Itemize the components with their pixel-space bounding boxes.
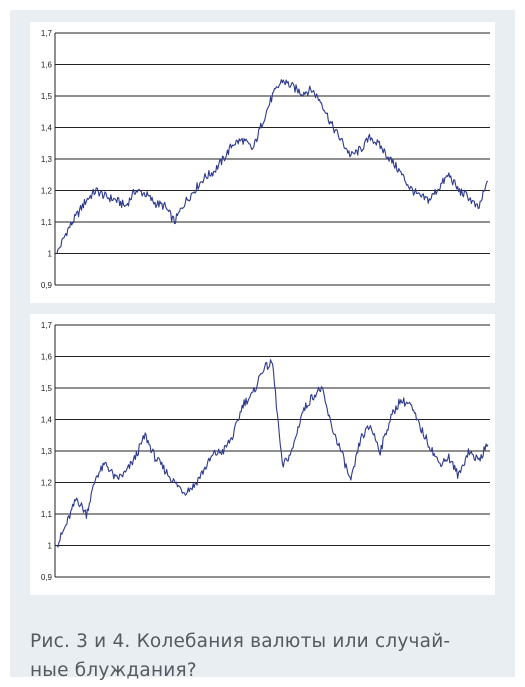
y-tick-label: 1,2 bbox=[41, 479, 53, 488]
y-tick-label: 1,1 bbox=[41, 218, 53, 227]
y-tick-label: 1,7 bbox=[41, 321, 53, 330]
y-tick-label: 0,9 bbox=[41, 573, 53, 582]
chart-3-svg: 0,9 1 1,1 1,2 1,3 1,4 1,5 1,6 1,7 bbox=[41, 29, 490, 290]
y-tick-label: 0,9 bbox=[41, 281, 53, 290]
chart-4: 0,9 1 1,1 1,2 1,3 1,4 1,5 1,6 1,7 bbox=[30, 314, 495, 595]
series-line bbox=[56, 359, 489, 548]
y-tick-label: 1,5 bbox=[41, 384, 53, 393]
y-tick-label: 1,4 bbox=[41, 124, 53, 133]
y-tick-label: 1 bbox=[48, 542, 53, 551]
caption-line-1: Рис. 3 и 4. Колебания валюты или случай- bbox=[30, 631, 451, 652]
y-tick-label: 1,3 bbox=[41, 155, 53, 164]
y-tick-label: 1,2 bbox=[41, 187, 53, 196]
y-tick-label: 1,5 bbox=[41, 92, 53, 101]
y-tick-label: 1,3 bbox=[41, 447, 53, 456]
caption-line-2: ные блуждания? bbox=[30, 660, 197, 681]
y-tick-label: 1,6 bbox=[41, 61, 53, 70]
y-tick-label: 1 bbox=[48, 250, 53, 259]
y-tick-label: 1,6 bbox=[41, 353, 53, 362]
figure-panel: 0,9 1 1,1 1,2 1,3 1,4 1,5 1,6 1,7 0,9 1 1,1 1,2 1,3 1… bbox=[10, 10, 515, 681]
chart-3: 0,9 1 1,1 1,2 1,3 1,4 1,5 1,6 1,7 bbox=[30, 22, 495, 303]
series-line bbox=[56, 79, 489, 254]
y-tick-label: 1,4 bbox=[41, 416, 53, 425]
chart-4-svg: 0,9 1 1,1 1,2 1,3 1,4 1,5 1,6 1,7 bbox=[41, 321, 490, 582]
y-tick-label: 1,1 bbox=[41, 510, 53, 519]
figure-caption: Рис. 3 и 4. Колебания валюты или случай-… bbox=[30, 627, 500, 685]
y-tick-label: 1,7 bbox=[41, 29, 53, 38]
